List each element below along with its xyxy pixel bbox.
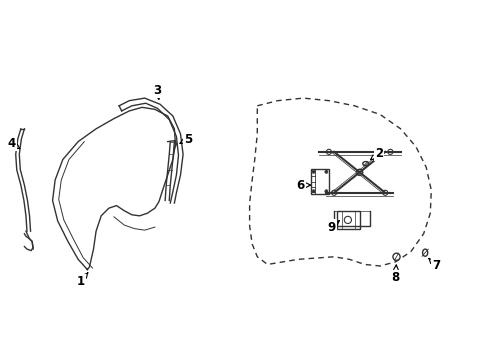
Text: 4: 4 [7,137,20,150]
Text: 6: 6 [296,179,310,192]
Text: 7: 7 [428,258,440,273]
Text: 3: 3 [153,84,161,99]
Circle shape [311,190,314,193]
Text: 9: 9 [326,221,339,234]
Circle shape [324,190,327,193]
Circle shape [324,170,327,174]
Bar [336,211,359,229]
Text: 1: 1 [77,273,88,288]
Bar [310,169,328,194]
Text: 5: 5 [180,132,192,145]
Text: 2: 2 [370,147,383,160]
Circle shape [311,170,314,174]
Text: 8: 8 [390,265,399,284]
